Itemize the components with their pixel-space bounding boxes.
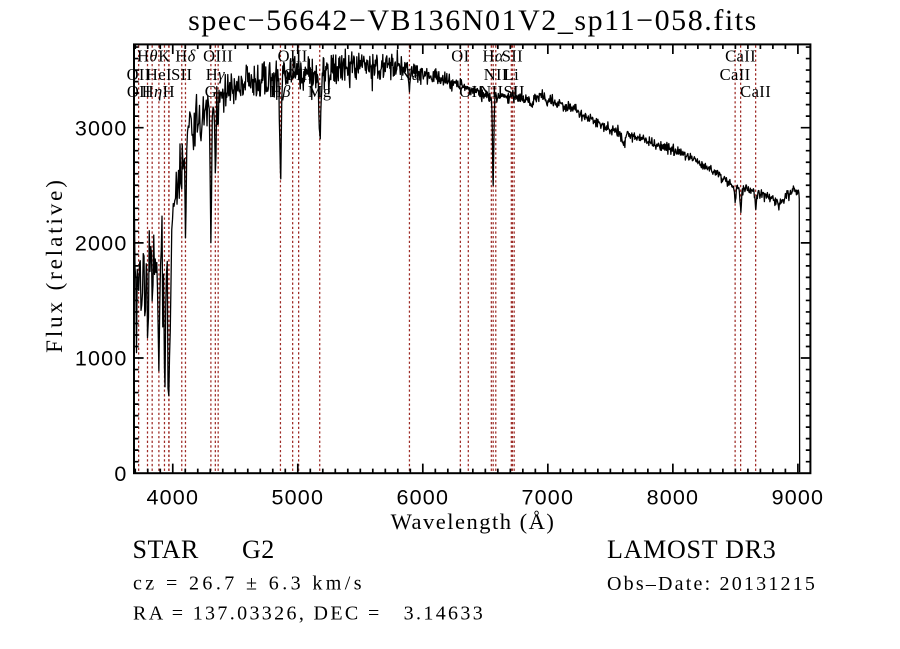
svg-text:OI: OI (451, 47, 469, 66)
svg-text:HeI: HeI (146, 65, 172, 84)
svg-text:9000: 9000 (772, 485, 825, 509)
svg-text:CaII: CaII (725, 47, 756, 66)
svg-text:NII: NII (479, 82, 503, 101)
svg-text:Hη: Hη (142, 82, 163, 101)
svg-text:0: 0 (114, 462, 127, 486)
svg-text:CaII: CaII (720, 65, 751, 84)
svg-text:6000: 6000 (396, 485, 449, 509)
svg-text:STAR: STAR (133, 535, 200, 564)
svg-text:OIII: OIII (203, 47, 233, 66)
svg-text:OI: OI (459, 82, 477, 101)
svg-text:G2: G2 (242, 535, 275, 564)
svg-text:G: G (205, 82, 217, 101)
svg-text:Flux (relative): Flux (relative) (42, 177, 67, 353)
svg-text:OIII: OIII (284, 65, 314, 84)
svg-text:4000: 4000 (146, 485, 199, 509)
svg-text:Wavelength (Å): Wavelength (Å) (391, 509, 556, 534)
svg-text:K: K (158, 47, 170, 66)
svg-text:OIII: OIII (278, 47, 308, 66)
svg-text:SII: SII (171, 65, 192, 84)
svg-text:OII: OII (127, 65, 151, 84)
svg-text:7000: 7000 (521, 485, 574, 509)
svg-text:H: H (163, 82, 175, 101)
svg-text:Li: Li (504, 65, 519, 84)
svg-text:5000: 5000 (271, 485, 324, 509)
svg-text:NII: NII (484, 65, 508, 84)
svg-text:Na: Na (399, 65, 419, 84)
svg-text:Mg: Mg (308, 82, 332, 101)
svg-text:SII: SII (503, 82, 524, 101)
svg-text:Hβ: Hβ (270, 82, 291, 101)
svg-text:3000: 3000 (75, 116, 128, 140)
svg-text:Hθ: Hθ (137, 47, 158, 66)
svg-text:2000: 2000 (75, 232, 128, 256)
svg-text:OII: OII (127, 82, 151, 101)
svg-text:Hγ: Hγ (206, 65, 225, 84)
svg-text:Obs–Date: 20131215: Obs–Date: 20131215 (607, 573, 817, 595)
svg-text:Hδ: Hδ (175, 47, 195, 66)
svg-text:1000: 1000 (75, 347, 128, 371)
svg-text:spec−56642−VB136N01V2_sp11−058: spec−56642−VB136N01V2_sp11−058.fits (188, 4, 758, 37)
svg-text:CaII: CaII (740, 82, 771, 101)
svg-text:RA = 137.03326, DEC = 3.1463: RA = 137.03326, DEC = 3.14633 (133, 603, 485, 625)
svg-text:cz = 26.7 ± 6.3 km/s: cz = 26.7 ± 6.3 km/s (133, 573, 365, 595)
svg-text:SII: SII (502, 47, 523, 66)
svg-text:LAMOST DR3: LAMOST DR3 (607, 535, 777, 564)
svg-text:8000: 8000 (647, 485, 700, 509)
svg-text:Hα: Hα (482, 47, 503, 66)
